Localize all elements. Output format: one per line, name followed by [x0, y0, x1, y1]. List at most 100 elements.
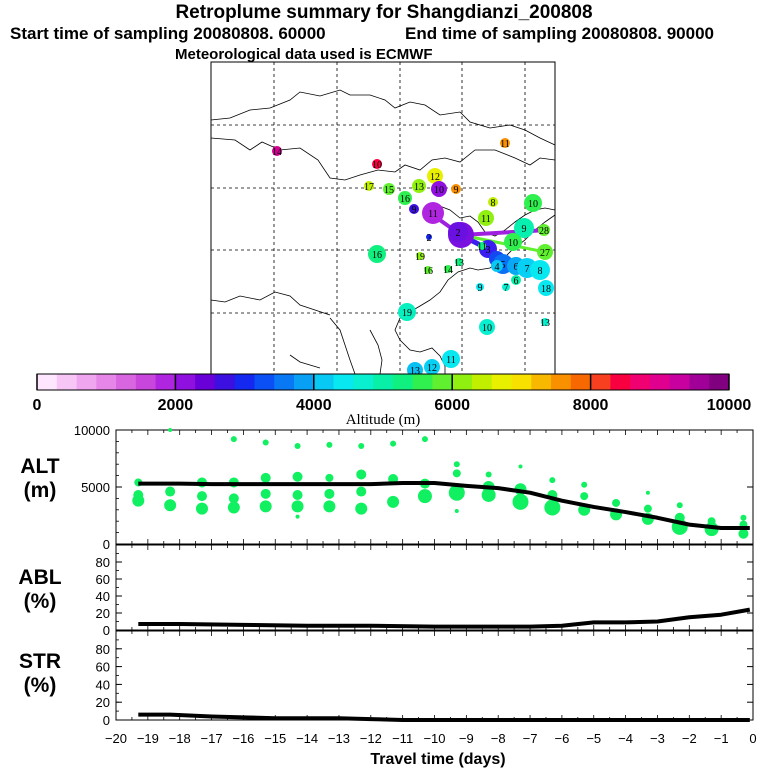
x-tick-label: 0	[749, 731, 756, 746]
x-tick-label: −17	[201, 731, 223, 746]
x-tick-label: −5	[586, 731, 601, 746]
map-plume-label: 28	[539, 226, 549, 237]
map-plume-label: 6	[514, 262, 519, 273]
alt-scatter-point	[453, 461, 460, 468]
alt-scatter-point	[512, 493, 529, 510]
str-series-line	[138, 712, 750, 722]
colorbar-segment	[135, 374, 157, 390]
x-tick-label: −18	[169, 731, 191, 746]
x-tick-label: −8	[491, 731, 506, 746]
alt-scatter-point	[356, 486, 367, 497]
str-panel-frame	[115, 630, 754, 721]
map-plume-label: 14	[443, 265, 453, 276]
map-frame	[210, 61, 556, 375]
abl-y-tick-label: 40	[96, 589, 110, 604]
map-plume-marker	[398, 191, 412, 205]
alt-scatter-point	[387, 495, 400, 508]
map-plume-label: 12	[427, 363, 437, 374]
map-plume-label: 6	[514, 276, 519, 287]
str-panel-label: STR (%)	[19, 650, 61, 697]
alt-panel: 0 5000 10000	[74, 423, 754, 552]
colorbar-tick-label: 4000	[296, 397, 332, 414]
x-tick-label: −20	[105, 731, 127, 746]
abl-y-tick-label: 20	[96, 606, 110, 621]
colorbar-segment	[610, 374, 631, 390]
colorbar-segment	[353, 374, 374, 390]
map-plume-label: 13	[414, 182, 424, 193]
alt-y-tick-label: 5000	[81, 480, 110, 495]
colorbar-segment	[491, 374, 513, 390]
alt-scatter-point	[292, 489, 303, 500]
map-plume-label: 11	[500, 139, 510, 150]
map-plume-label: 9	[478, 283, 483, 294]
colorbar-tick-label: 10000	[707, 397, 752, 414]
x-tick-label: −12	[360, 731, 382, 746]
map-plume-marker	[491, 260, 503, 272]
map-plume-label: 19	[402, 308, 412, 319]
colorbar-segment	[333, 374, 354, 390]
alt-scatter-point	[643, 504, 652, 513]
alt-scatter-point	[164, 499, 177, 512]
alt-scatter-point	[612, 498, 621, 507]
alt-scatter-point	[518, 464, 523, 469]
map-plume-label: 2	[456, 228, 461, 239]
alt-y-tick-label: 0	[103, 537, 110, 552]
map-plume-marker	[416, 252, 424, 260]
x-tick-label: −11	[392, 731, 413, 746]
colorbar-segment	[294, 374, 315, 390]
map-plume-label: 13	[540, 318, 550, 329]
str-y-tick-label: 60	[96, 660, 110, 675]
map-plume-marker	[537, 244, 553, 260]
alt-scatter-point	[645, 490, 650, 495]
map-plume-marker	[272, 146, 282, 156]
x-tick-label: −6	[554, 731, 569, 746]
colorbar-segment	[155, 374, 176, 390]
map-plume-label: 10	[528, 199, 538, 210]
x-tick-label: −1	[714, 731, 729, 746]
colorbar-segment	[37, 374, 58, 390]
colorbar-segment	[116, 374, 137, 390]
colorbar-segment	[214, 374, 236, 390]
x-tick-label: −10	[423, 731, 445, 746]
alt-scatter-point	[294, 442, 301, 449]
colorbar-tick-label: 0	[33, 397, 42, 414]
alt-scatter-point	[740, 514, 747, 521]
alt-scatter-point	[549, 477, 556, 484]
abl-y-tick-label: 60	[96, 572, 110, 587]
x-tick-label: −2	[682, 731, 697, 746]
map-plume-label: 14	[272, 147, 282, 158]
map-plume-marker	[372, 159, 382, 169]
abl-y-tick-label: 80	[96, 555, 110, 570]
alt-series-line	[138, 481, 750, 531]
map-plume-marker	[431, 181, 447, 197]
map-plume-marker	[541, 318, 549, 326]
alt-scatter-point	[165, 486, 176, 497]
map-plume-marker	[530, 260, 550, 280]
alt-scatter-point	[291, 500, 304, 513]
map-plume-marker	[455, 258, 463, 266]
alt-scatter-point	[581, 481, 588, 488]
colorbar-segment	[432, 374, 453, 390]
colorbar-tick-label: 6000	[434, 397, 470, 414]
map-plume-label: 11	[428, 209, 438, 220]
alt-scatter-point	[259, 500, 272, 513]
alt-scatter-point	[133, 489, 144, 500]
map-plume-marker	[504, 233, 522, 251]
colorbar-segment	[76, 374, 97, 390]
map-plume-label: 16	[423, 266, 433, 277]
x-tick-label: −3	[650, 731, 665, 746]
str-y-tick-label: 0	[103, 713, 110, 728]
map-plume-marker	[383, 183, 395, 195]
map-plume-label: 19	[415, 252, 425, 263]
map-plume-label: 7	[504, 283, 509, 294]
x-tick-label: −15	[264, 731, 286, 746]
map-plume-label: 10	[482, 323, 492, 334]
alt-scatter-point	[326, 441, 333, 448]
colorbar-segment	[471, 374, 493, 390]
map-plume-marker	[442, 350, 460, 368]
map-plume-label: 16	[400, 194, 410, 205]
colorbar-segment	[590, 374, 611, 390]
alt-panel-label: ALT (m)	[20, 455, 60, 502]
map-plume-label: 2	[427, 233, 432, 244]
